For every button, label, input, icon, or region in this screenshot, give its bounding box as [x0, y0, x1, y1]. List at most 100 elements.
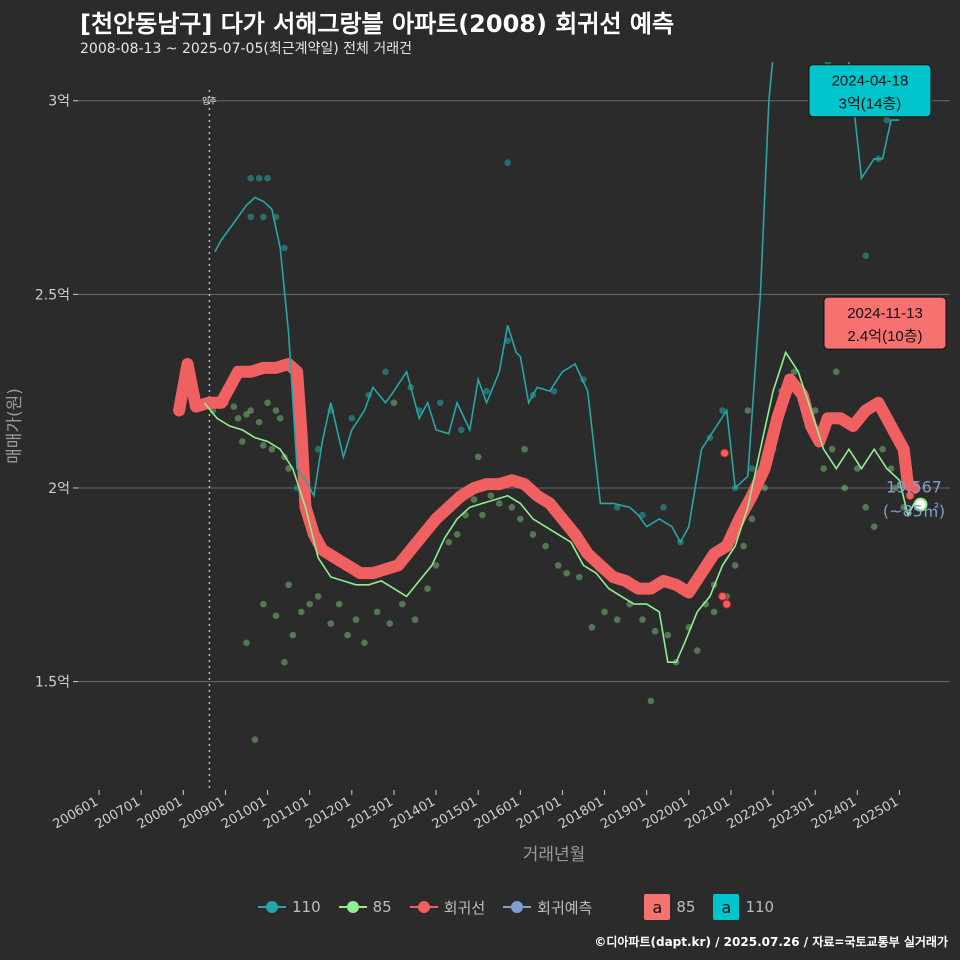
point-85 [710, 608, 718, 616]
legend-label-key: a 110 [713, 894, 774, 920]
x-tick-label: 201401 [388, 794, 438, 832]
legend-label: 110 [292, 898, 321, 916]
point-85 [386, 620, 394, 627]
x-tick-label: 201301 [345, 794, 395, 832]
chart-subtitle: 2008-08-13 ~ 2025-07-05(최근계약일) 전체 거래건 [80, 41, 412, 57]
point-85 [264, 399, 271, 407]
point-85 [260, 442, 267, 449]
point-85 [588, 624, 596, 631]
legend-key-dot [511, 901, 524, 913]
legend-item: 85 [338, 897, 392, 917]
point-85 [251, 736, 259, 743]
point-85 [601, 608, 608, 616]
legend-label-swatch: a [644, 894, 671, 920]
point-110 [483, 387, 490, 395]
point-85 [352, 616, 360, 623]
point-85 [487, 492, 495, 500]
legend-key [258, 897, 286, 917]
x-tick-label: 201001 [219, 794, 269, 832]
point-110 [264, 174, 271, 182]
y-tick-label: 2.5억 [35, 287, 70, 303]
point-110 [247, 174, 255, 182]
legend-label: 회귀선 [443, 898, 486, 917]
point-85 [832, 368, 840, 376]
point-110 [260, 213, 267, 221]
legend: 110 85 회귀선 회귀예측 a 85 a 110 [258, 894, 782, 920]
legend-item: 회귀예측 [503, 897, 592, 918]
legend-key [409, 897, 438, 917]
x-tick-label: 202101 [682, 794, 732, 832]
point-110 [639, 511, 646, 519]
point-85 [879, 445, 886, 453]
x-axis-label: 거래년월 [523, 845, 586, 865]
point-85 [664, 631, 672, 639]
point-110 [550, 387, 558, 395]
legend-item: 회귀선 [409, 897, 486, 918]
point-85 [327, 620, 335, 627]
x-tick-label: 201201 [303, 794, 353, 832]
point-85 [424, 585, 431, 592]
point-85 [479, 511, 486, 519]
y-tick-label: 3억 [48, 94, 70, 110]
point-85 [508, 504, 516, 511]
point-85 [373, 608, 381, 616]
x-tick-label: 200601 [51, 794, 101, 832]
point-85 [260, 600, 267, 608]
point-85 [272, 407, 280, 414]
point-110 [436, 399, 444, 407]
legend-label-key: a 85 [644, 894, 695, 920]
legend-item: 110 [258, 897, 321, 917]
legend-key-dot [417, 901, 430, 913]
legend-label: 110 [745, 898, 775, 916]
point-110 [748, 465, 756, 472]
point-85 [542, 542, 549, 550]
forecast-point [913, 497, 928, 512]
series-85-line [203, 350, 915, 663]
forecast-value: 19,567 [886, 478, 942, 497]
legend-key-dot [266, 901, 278, 913]
point-85 [891, 484, 899, 492]
point-85 [811, 407, 819, 414]
x-tick-label: 201501 [430, 794, 480, 832]
point-85 [234, 414, 242, 422]
point-85 [285, 581, 292, 589]
point-110 [314, 445, 322, 453]
point-85 [554, 562, 562, 569]
point-85 [243, 639, 250, 647]
point-85 [432, 562, 440, 569]
highlight-point-85 [722, 599, 732, 609]
point-110 [382, 368, 389, 376]
x-tick-label: 202201 [725, 794, 775, 832]
point-85 [854, 465, 861, 472]
point-85 [563, 569, 570, 577]
point-85 [453, 531, 461, 538]
point-85 [761, 484, 768, 492]
legend-key [338, 897, 367, 917]
annotation-box [823, 296, 947, 350]
point-110 [504, 337, 511, 345]
point-85 [297, 608, 305, 616]
point-85 [230, 403, 238, 410]
point-110 [862, 252, 870, 259]
point-85 [517, 515, 524, 523]
legend-key-dot [346, 901, 359, 913]
point-85 [255, 418, 263, 426]
annotation-text: 3억(14층) [839, 96, 902, 113]
x-tick-label: 202501 [851, 794, 901, 832]
point-110 [613, 504, 621, 511]
point-85 [748, 515, 756, 523]
point-85 [268, 445, 276, 453]
chart-title: [천안동남구] 다가 서해그랑블 아파트(2008) 회귀선 예측 [80, 10, 675, 38]
highlight-point-85 [718, 591, 728, 601]
y-tick-label: 2억 [48, 481, 70, 497]
point-110 [660, 504, 667, 511]
annotation-date: 2024-04-18 [832, 73, 909, 90]
point-85 [790, 368, 798, 376]
x-tick-label: 201601 [472, 794, 522, 832]
point-85 [495, 500, 503, 507]
point-85 [335, 600, 343, 608]
x-tick-label: 201901 [598, 794, 648, 832]
forecast-area: (~85㎡) [883, 502, 945, 521]
point-85 [820, 465, 827, 472]
